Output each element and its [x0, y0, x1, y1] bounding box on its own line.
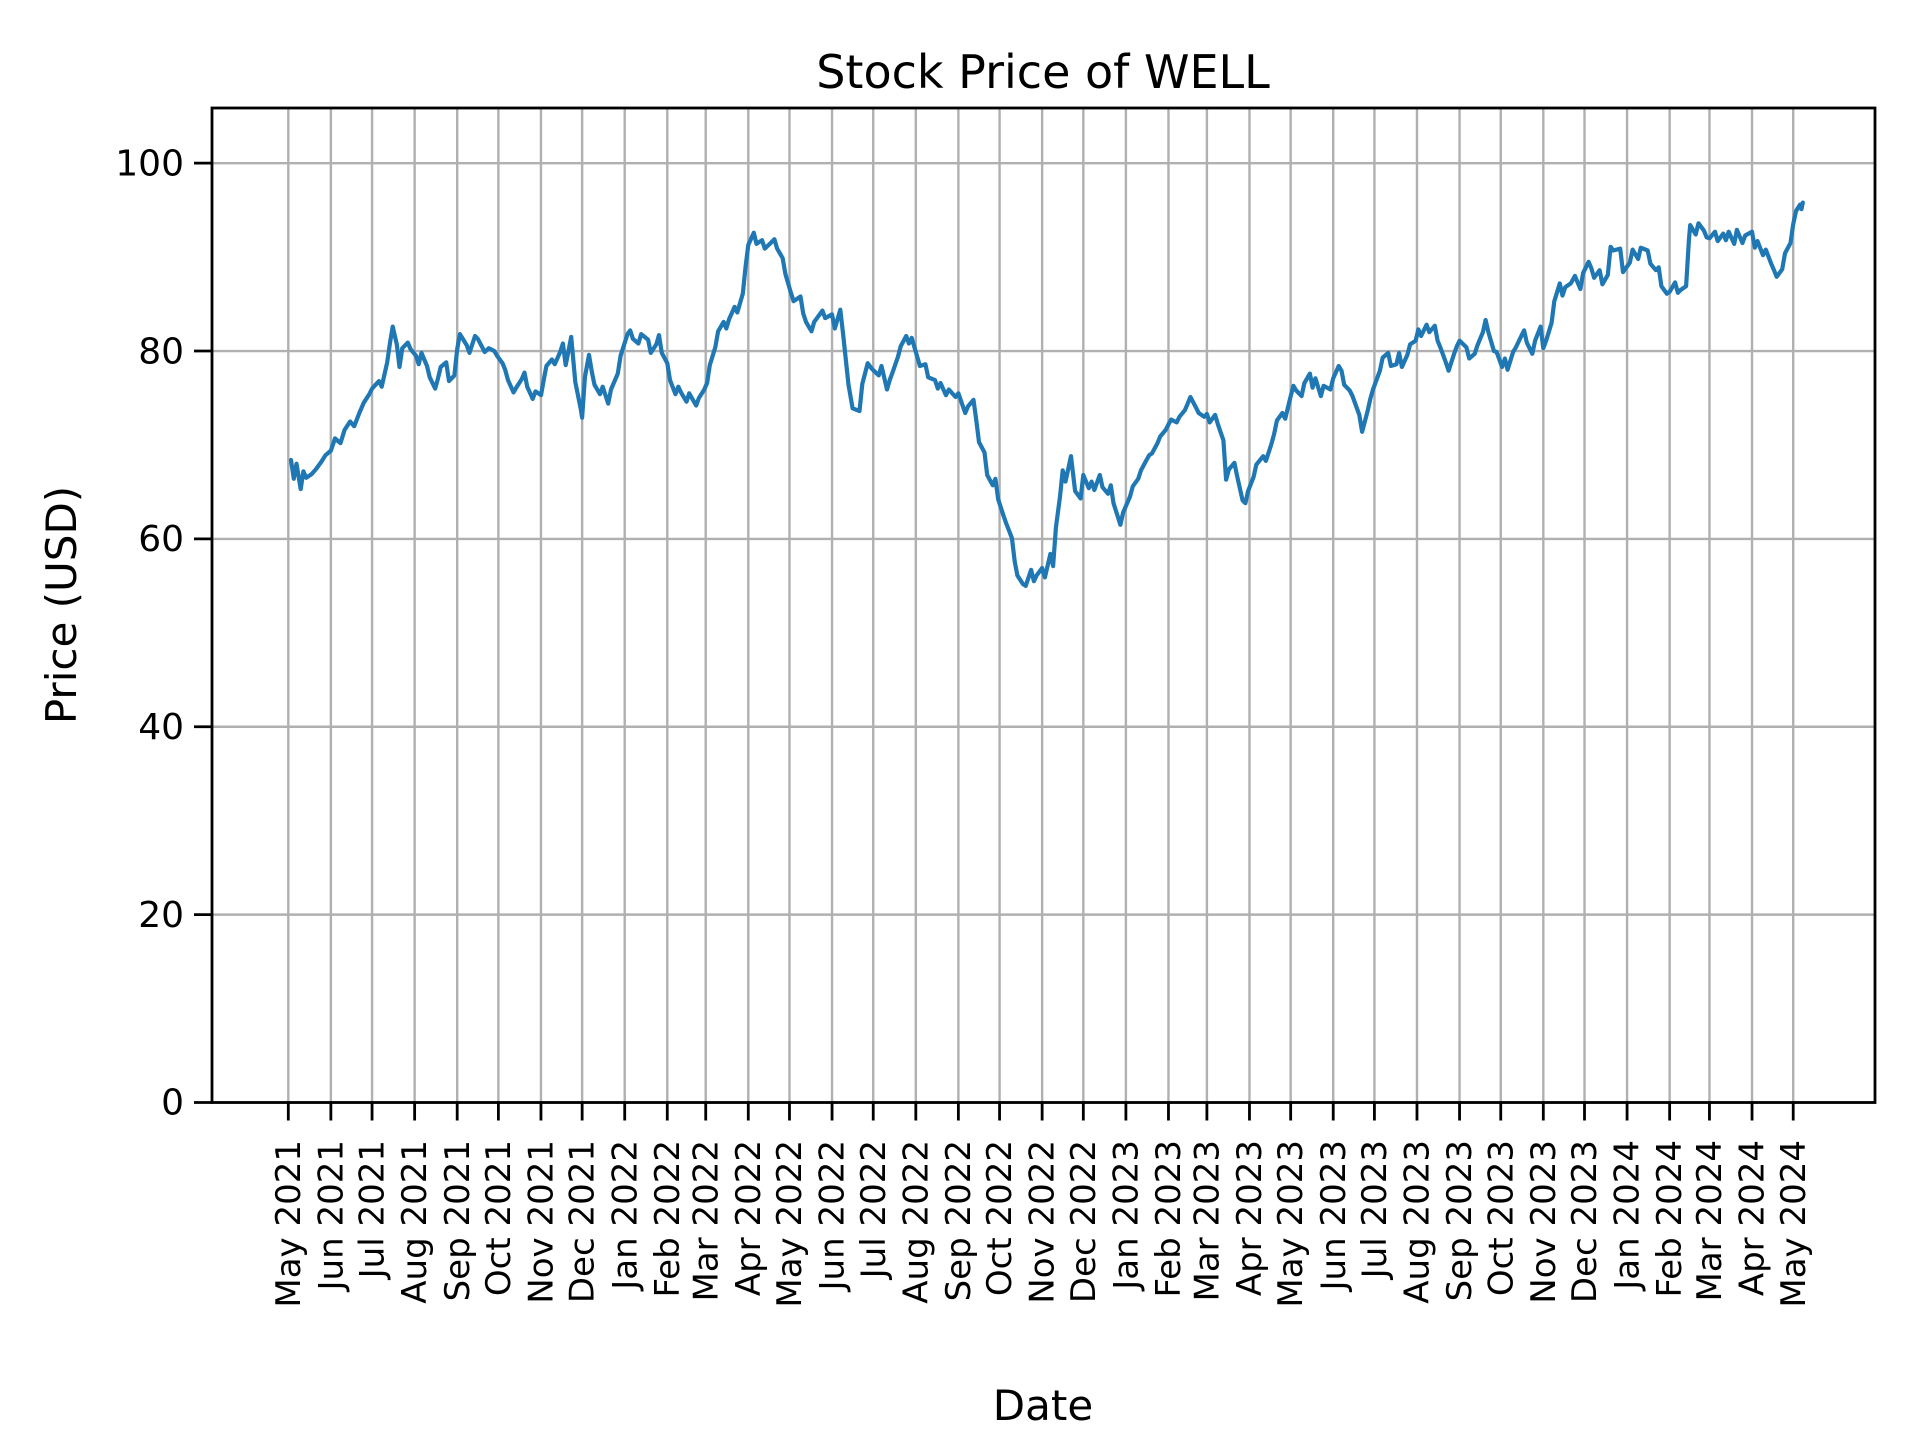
x-tick-label: Dec 2023 — [1565, 1140, 1605, 1303]
x-tick-label: Jul 2021 — [353, 1140, 393, 1280]
tick-labels: May 2021 Jun 2021 Jul 2021 Aug 2021 Sep 2021… — [115, 143, 1813, 1307]
x-tick-label: Oct 2022 — [980, 1140, 1020, 1296]
x-tick-label: Aug 2023 — [1398, 1140, 1438, 1304]
x-tick-label: Apr 2023 — [1230, 1140, 1270, 1296]
x-tick-label: Jul 2023 — [1355, 1140, 1395, 1280]
y-tick-label: 0 — [161, 1083, 184, 1124]
x-tick-label: Jul 2022 — [854, 1140, 894, 1280]
y-tick-label: 20 — [138, 895, 184, 936]
y-tick-label: 100 — [115, 143, 184, 184]
x-tick-label: Oct 2021 — [479, 1140, 519, 1296]
x-tick-label: May 2023 — [1271, 1140, 1311, 1308]
x-tick-label: Feb 2023 — [1149, 1140, 1189, 1298]
x-tick-label: Feb 2022 — [648, 1140, 688, 1298]
x-tick-label: Jun 2022 — [813, 1140, 853, 1292]
x-tick-label: Jan 2023 — [1106, 1140, 1146, 1292]
x-tick-label: Sep 2023 — [1440, 1140, 1480, 1301]
x-tick-label: May 2024 — [1774, 1140, 1814, 1308]
x-tick-label: Nov 2021 — [522, 1140, 562, 1304]
x-tick-label: Dec 2022 — [1064, 1140, 1104, 1303]
x-tick-label: Jan 2024 — [1608, 1140, 1648, 1292]
y-tick-label: 80 — [138, 331, 184, 372]
x-tick-label: Sep 2021 — [438, 1140, 478, 1301]
gridlines — [212, 108, 1875, 1104]
chart-title: Stock Price of WELL — [816, 45, 1270, 99]
x-tick-label: Sep 2022 — [939, 1140, 979, 1301]
x-tick-label: Aug 2021 — [395, 1140, 435, 1304]
x-tick-label: May 2021 — [269, 1140, 309, 1308]
x-tick-label: Mar 2024 — [1690, 1140, 1730, 1301]
axis-ticks — [194, 161, 1795, 1121]
x-tick-label: Aug 2022 — [896, 1140, 936, 1304]
x-tick-label: Mar 2023 — [1187, 1140, 1227, 1301]
axes-frame — [210, 106, 1877, 1104]
x-axis-label: Date — [993, 1381, 1093, 1430]
x-tick-label: Nov 2023 — [1524, 1140, 1564, 1304]
y-tick-label: 40 — [138, 707, 184, 748]
x-tick-label: Oct 2023 — [1481, 1140, 1521, 1296]
x-tick-label: Apr 2024 — [1733, 1140, 1773, 1296]
x-tick-label: Feb 2024 — [1650, 1140, 1690, 1298]
x-tick-label: Nov 2022 — [1023, 1140, 1063, 1304]
y-axis-label: Price (USD) — [37, 486, 86, 724]
x-tick-label: May 2022 — [770, 1140, 810, 1308]
x-tick-label: Mar 2022 — [686, 1140, 726, 1301]
x-tick-label: Jun 2021 — [311, 1140, 351, 1292]
x-tick-label: Dec 2021 — [563, 1140, 603, 1303]
y-tick-label: 60 — [138, 519, 184, 560]
x-tick-label: Apr 2022 — [729, 1140, 769, 1296]
x-tick-label: Jan 2022 — [605, 1140, 645, 1292]
x-tick-label: Jun 2023 — [1314, 1140, 1354, 1292]
price-line-series — [288, 200, 1805, 588]
